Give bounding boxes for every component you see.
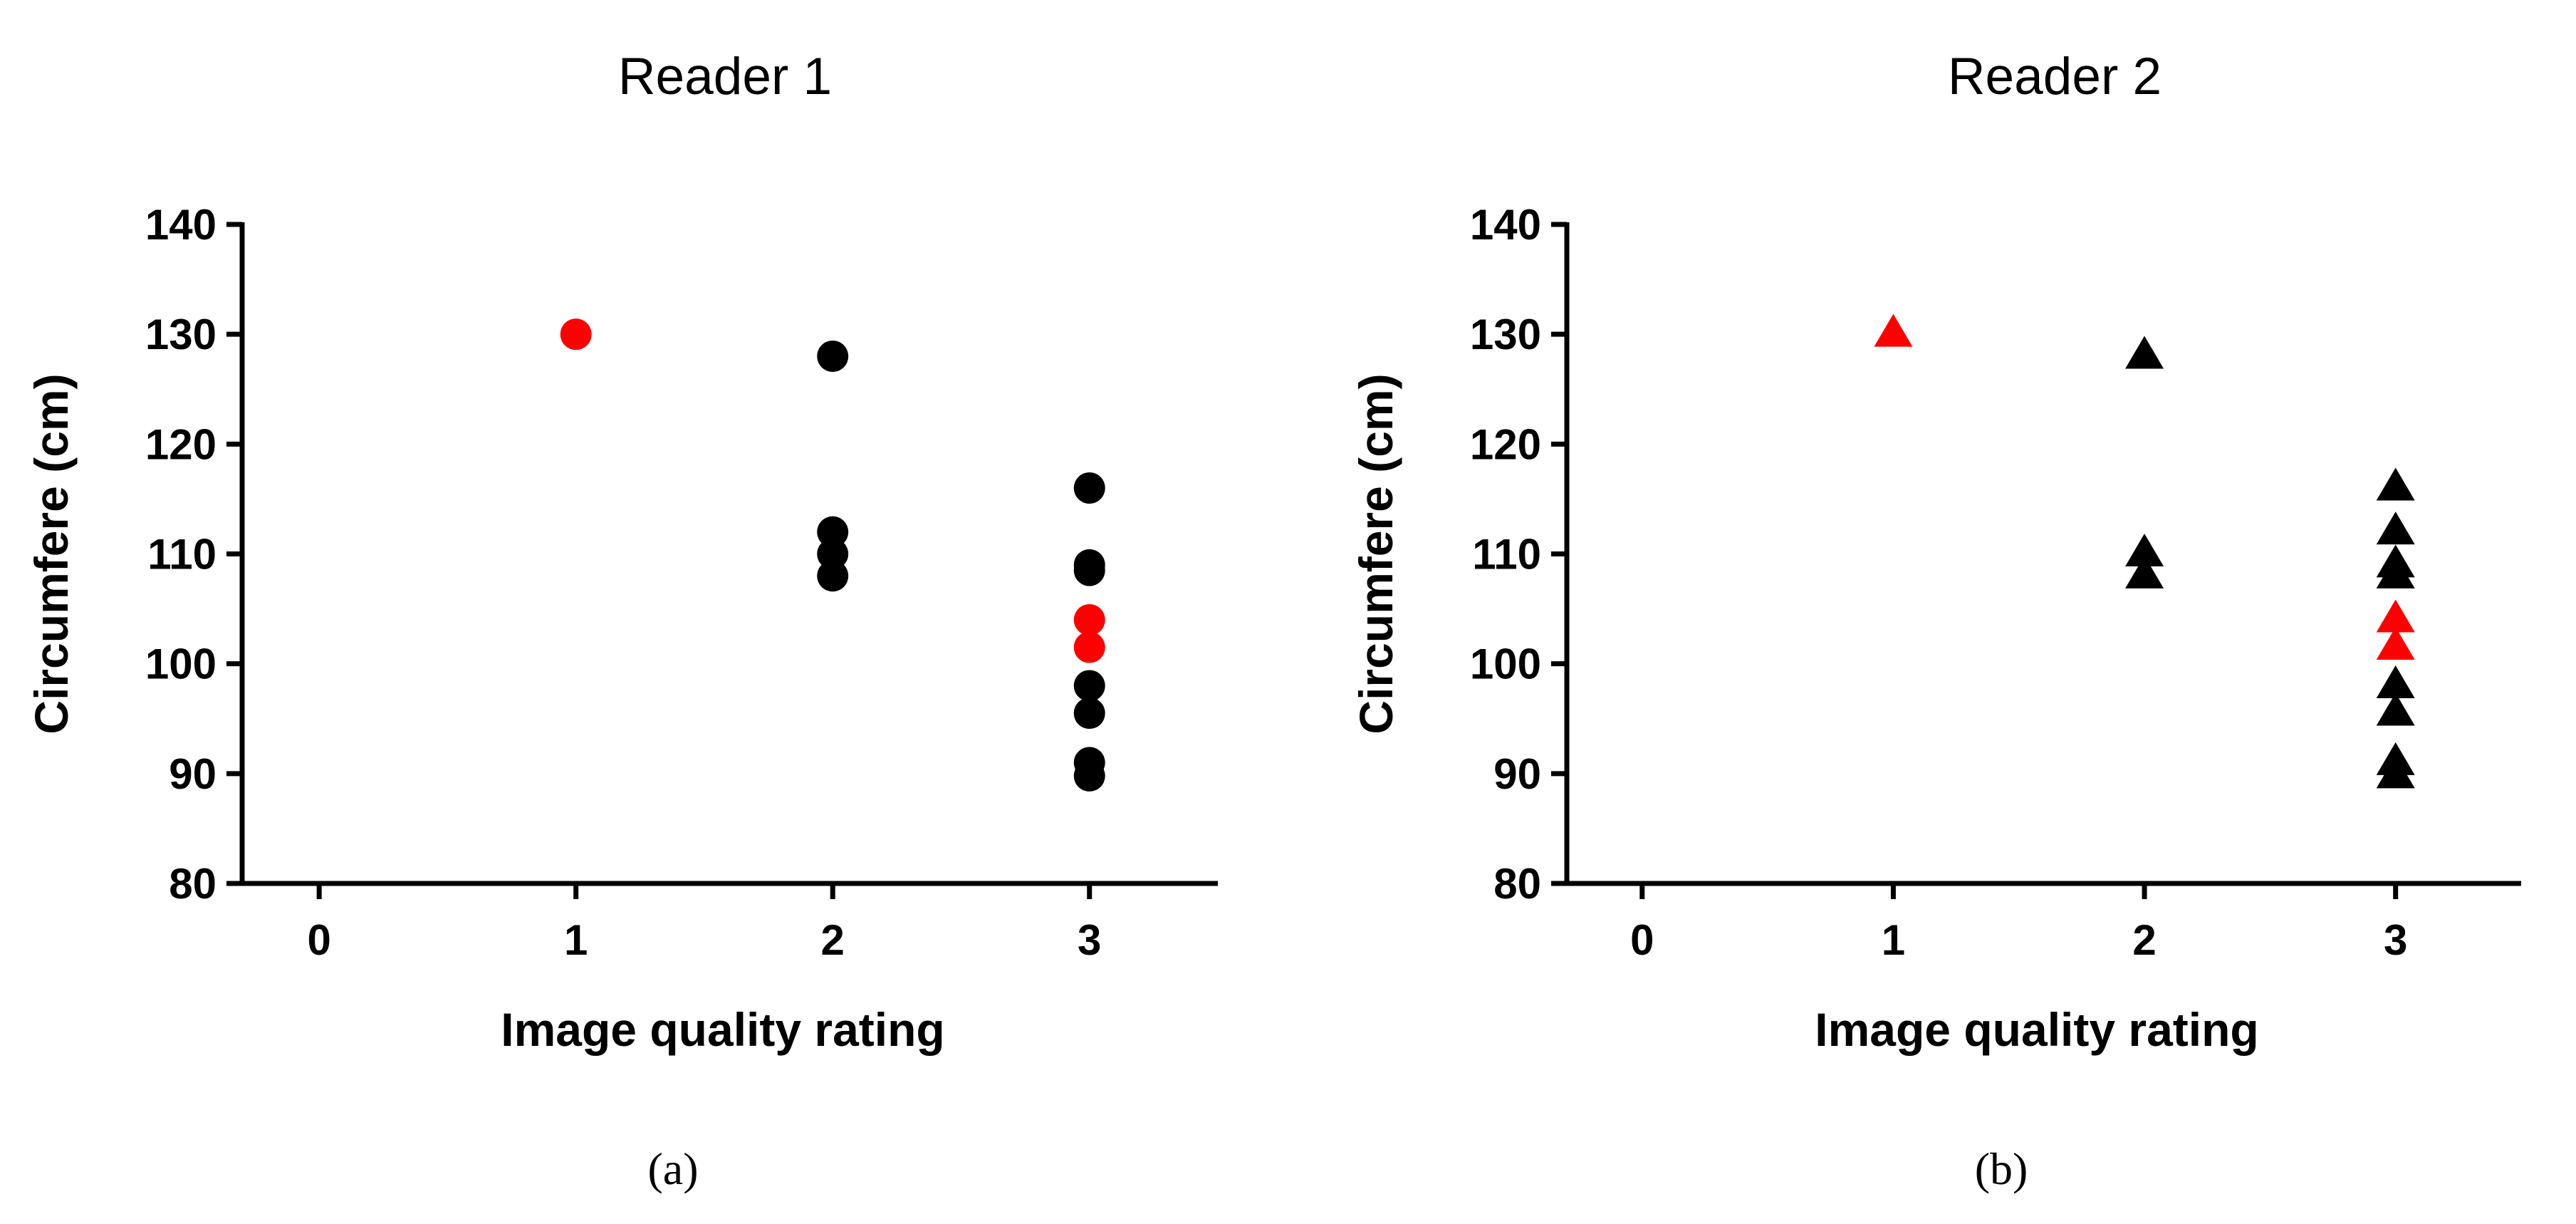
x-tick-label: 2 — [2132, 916, 2156, 964]
x-tick-label: 2 — [821, 916, 845, 964]
data-point-triangle — [2125, 555, 2164, 588]
data-point-circle — [817, 341, 849, 372]
x-tick-label: 1 — [564, 916, 588, 964]
chart-reader-1: Reader 1 80 90 100 110 120 130 140 0 1 2 3 Image qua… — [25, 48, 1218, 1194]
y-tick-label: 120 — [145, 420, 217, 468]
y-tick-label: 140 — [145, 201, 217, 249]
data-point-triangle — [2376, 555, 2415, 588]
y-tick-label: 130 — [145, 311, 217, 358]
y-tick-label: 100 — [1470, 640, 1541, 688]
data-point-triangle — [2376, 467, 2415, 501]
chart-title: Reader 2 — [1948, 48, 2162, 105]
x-tick-label: 3 — [2384, 916, 2407, 964]
data-point-triangle — [1874, 313, 1913, 347]
panel-label: (a) — [647, 1143, 698, 1194]
y-tick-label: 110 — [1472, 531, 1541, 579]
panel-label: (b) — [1975, 1143, 2028, 1194]
y-tick-label: 140 — [1470, 201, 1541, 249]
x-axis-label: Image quality rating — [501, 1003, 944, 1056]
y-axis-label: Circumfere (cm) — [1350, 373, 1402, 734]
y-tick-label: 100 — [145, 640, 217, 688]
data-point-circle — [1073, 697, 1105, 730]
y-tick-label: 80 — [169, 860, 217, 908]
data-point-circle — [1073, 670, 1105, 702]
chart-reader-2: Reader 2 80 90 100 110 120 130 140 0 1 2 3 Image qua… — [1350, 48, 2521, 1194]
data-point-triangle — [2376, 599, 2415, 633]
data-point-circle — [817, 538, 849, 570]
x-tick-label: 0 — [1630, 916, 1654, 964]
data-point-circle — [1073, 604, 1105, 636]
data-point-circle — [560, 318, 592, 351]
y-axis-label: Circumfere (cm) — [25, 373, 78, 734]
x-tick-label: 3 — [1078, 916, 1101, 964]
y-tick-label: 130 — [1470, 311, 1541, 358]
y-tick-label: 90 — [169, 750, 217, 798]
data-point-triangle — [2125, 533, 2164, 566]
y-tick-label: 90 — [1493, 750, 1541, 798]
data-point-triangle — [2376, 627, 2415, 660]
y-tick-label: 80 — [1493, 860, 1541, 908]
data-point-triangle — [2376, 755, 2415, 789]
y-tick-label: 120 — [1470, 420, 1541, 468]
x-tick-label: 0 — [307, 916, 330, 964]
chart-title: Reader 1 — [618, 48, 832, 105]
data-point-circle — [817, 560, 849, 592]
data-point-triangle — [2376, 693, 2415, 726]
data-point-triangle — [2376, 512, 2415, 545]
data-point-circle — [1073, 472, 1105, 504]
data-point-triangle — [2125, 336, 2164, 369]
data-point-circle — [1073, 554, 1105, 586]
data-point-circle — [1073, 759, 1105, 792]
x-axis-label: Image quality rating — [1815, 1003, 2258, 1056]
data-point-circle — [1073, 631, 1105, 663]
x-tick-label: 1 — [1882, 916, 1905, 964]
y-tick-label: 110 — [147, 531, 217, 579]
data-point-circle — [817, 516, 849, 548]
data-point-triangle — [2376, 665, 2415, 698]
